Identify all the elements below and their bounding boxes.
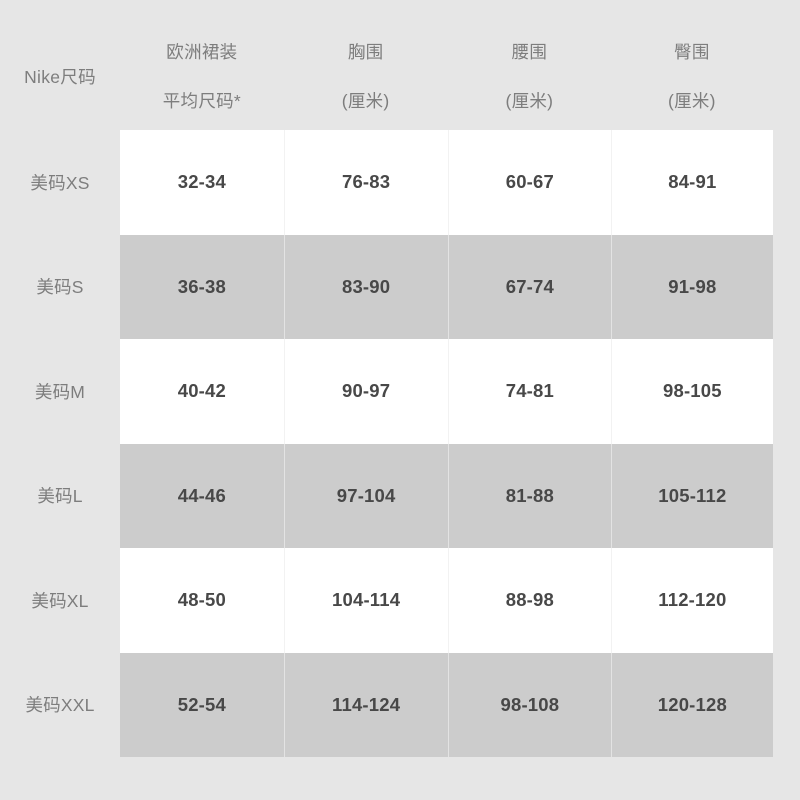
column-header-hip-line2: (厘米) <box>667 91 716 112</box>
row-label: 美码XXL <box>25 695 95 716</box>
cell-hip: 84-91 <box>611 130 773 235</box>
cell-waist: 60-67 <box>447 130 612 235</box>
cell-eu-size: 48-50 <box>120 548 284 653</box>
row-label: 美码L <box>37 486 83 507</box>
table-row: 美码S 36-38 83-90 67-74 91-98 <box>0 234 800 340</box>
cell-hip: 98-105 <box>611 339 773 444</box>
table-row: 美码XL 48-50 104-114 88-98 112-120 <box>0 548 800 653</box>
column-header-hip: 臀围 (厘米) <box>611 24 772 130</box>
cell-eu-size: 44-46 <box>120 443 284 548</box>
table-row: 美码XS 32-34 76-83 60-67 84-91 <box>0 130 800 235</box>
cell-bust: 76-83 <box>283 130 448 235</box>
table-row: 美码M 40-42 90-97 74-81 98-105 <box>0 339 800 444</box>
table-row: 美码XXL 52-54 114-124 98-108 120-128 <box>0 652 800 758</box>
row-label: 美码XS <box>30 172 90 193</box>
table-right-gutter <box>773 130 798 235</box>
column-header-bust-line2: (厘米) <box>341 91 390 112</box>
column-header-waist-line2: (厘米) <box>505 91 554 112</box>
column-header-bust-line1: 胸围 <box>347 41 384 62</box>
cell-eu-size: 52-54 <box>120 652 284 757</box>
cell-hip: 112-120 <box>611 548 773 653</box>
cell-waist: 88-98 <box>447 548 612 653</box>
cell-bust: 97-104 <box>283 443 448 548</box>
table-row: 美码L 44-46 97-104 81-88 105-112 <box>0 443 800 549</box>
table-right-gutter <box>773 444 798 549</box>
table-right-gutter <box>773 548 798 653</box>
cell-bust: 83-90 <box>283 234 448 339</box>
size-chart-table: Nike尺码 欧洲裙装 平均尺码* 胸围 (厘米) 腰围 (厘米) <box>0 24 800 757</box>
column-header-nike-size-label: Nike尺码 <box>24 66 96 87</box>
column-header-eu-dress-size: 欧洲裙装 平均尺码* <box>120 24 284 130</box>
column-header-bust: 胸围 (厘米) <box>284 24 448 130</box>
cell-waist: 98-108 <box>447 652 612 757</box>
table-header-row: Nike尺码 欧洲裙装 平均尺码* 胸围 (厘米) 腰围 (厘米) <box>0 24 800 130</box>
table-right-gutter <box>773 24 798 130</box>
table-right-gutter <box>773 653 798 758</box>
cell-hip: 120-128 <box>611 652 773 757</box>
cell-waist: 81-88 <box>447 443 612 548</box>
column-header-waist-line1: 腰围 <box>511 41 548 62</box>
table-right-gutter <box>773 235 798 340</box>
cell-eu-size: 40-42 <box>120 339 284 444</box>
cell-bust: 90-97 <box>283 339 448 444</box>
column-header-eu-dress-size-line1: 欧洲裙装 <box>166 41 238 62</box>
column-header-waist: 腰围 (厘米) <box>448 24 612 130</box>
row-label: 美码XL <box>31 590 89 611</box>
column-header-hip-line1: 臀围 <box>674 41 710 62</box>
row-label: 美码S <box>36 277 84 298</box>
cell-hip: 105-112 <box>611 443 773 548</box>
row-label: 美码M <box>34 381 86 402</box>
column-header-nike-size: Nike尺码 <box>0 24 120 130</box>
cell-waist: 67-74 <box>447 234 612 339</box>
column-header-eu-dress-size-line2: 平均尺码* <box>162 91 242 112</box>
cell-waist: 74-81 <box>447 339 612 444</box>
cell-bust: 114-124 <box>283 652 448 757</box>
table-right-gutter <box>773 339 798 444</box>
cell-eu-size: 36-38 <box>120 234 284 339</box>
cell-eu-size: 32-34 <box>120 130 284 235</box>
cell-hip: 91-98 <box>611 234 773 339</box>
cell-bust: 104-114 <box>283 548 448 653</box>
